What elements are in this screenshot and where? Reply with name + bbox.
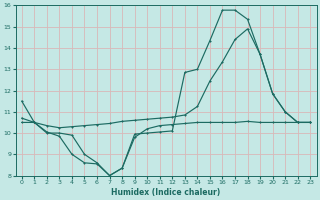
X-axis label: Humidex (Indice chaleur): Humidex (Indice chaleur) <box>111 188 221 197</box>
